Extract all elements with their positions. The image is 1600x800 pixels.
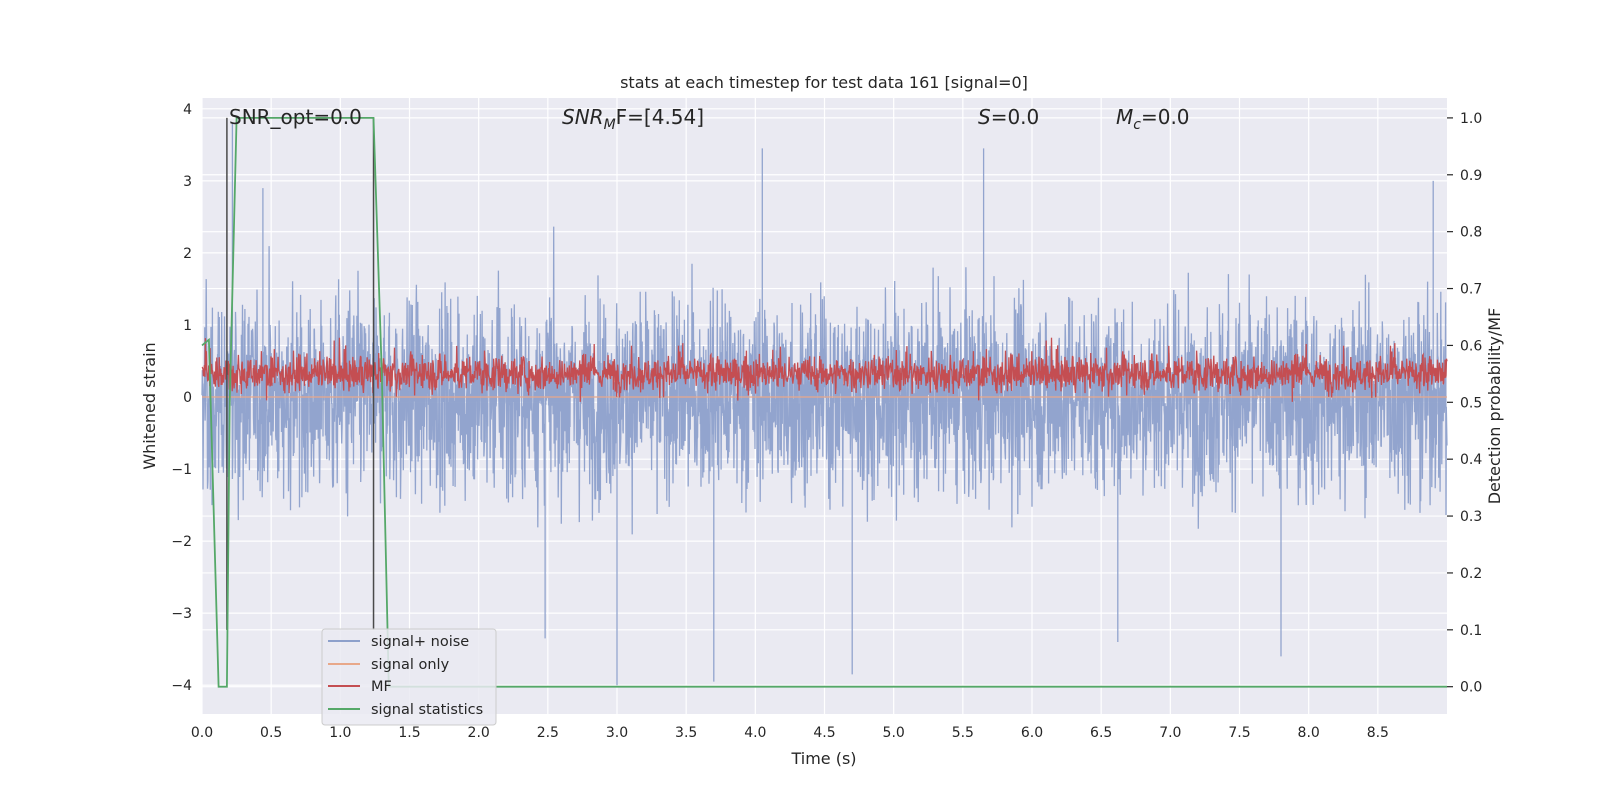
legend-label-mf: MF (371, 679, 392, 695)
mc-rest: =0.0 (1141, 105, 1190, 129)
x-axis-ticks: 0.0 0.5 1.0 1.5 2.0 2.5 3.0 3.5 4.0 4.5 5.0 5.5 6.0 6… (191, 725, 1389, 741)
y-right-tick-label: 0.4 (1460, 452, 1482, 468)
mc-annotation: Mc=0.0 (1116, 105, 1190, 133)
y-right-axis-label: Detection probability/MF (1485, 308, 1504, 505)
x-tick-label: 3.5 (675, 725, 697, 741)
y-right-tick-label: 0.3 (1460, 509, 1482, 525)
x-tick-label: 8.0 (1298, 725, 1320, 741)
mc-sub: c (1133, 117, 1141, 133)
x-tick-label: 8.5 (1367, 725, 1389, 741)
x-tick-label: 2.0 (468, 725, 490, 741)
snr-mf-main: SNR (562, 105, 604, 129)
legend-entry-mf: MF (328, 679, 392, 695)
y-tick-label: −3 (171, 606, 192, 622)
y-tick-label: 1 (183, 318, 192, 334)
y-right-tick-label: 0.2 (1460, 566, 1482, 582)
snr-mf-annotation: SNRMF=[4.54] (562, 105, 704, 133)
x-tick-label: 1.0 (329, 725, 351, 741)
x-tick-label: 7.5 (1228, 725, 1250, 741)
y-right-tick-label: 0.9 (1460, 168, 1482, 184)
x-tick-label: 0.0 (191, 725, 213, 741)
signal-statistics-series (201, 117, 1447, 688)
x-tick-label: 5.0 (883, 725, 905, 741)
legend-label-signal-statistics: signal statistics (371, 702, 483, 718)
y-right-tick-label: 0.5 (1460, 395, 1482, 411)
y-tick-label: −4 (171, 678, 192, 694)
x-tick-label: 1.5 (398, 725, 420, 741)
signal-statistics-line (201, 117, 1447, 688)
y-right-tick-label: 1.0 (1460, 111, 1482, 127)
x-axis-label: Time (s) (790, 749, 856, 768)
x-tick-label: 6.5 (1090, 725, 1112, 741)
mf-line (201, 337, 1448, 402)
mc-main: M (1116, 105, 1133, 129)
y-tick-label: −1 (171, 462, 192, 478)
x-tick-label: 4.0 (744, 725, 766, 741)
y-axis-label: Whitened strain (140, 342, 159, 469)
legend-box (321, 628, 497, 726)
y-right-tick-label: 0.1 (1460, 623, 1482, 639)
x-tick-label: 7.0 (1159, 725, 1181, 741)
s-main: S (978, 105, 991, 129)
snr-opt-annotation: SNR_opt=0.0 (229, 105, 362, 129)
legend-entry-noise: signal+ noise (328, 634, 469, 650)
y-tick-label: 4 (183, 102, 192, 118)
y-tick-label: −2 (171, 534, 192, 550)
s-rest: =0.0 (991, 105, 1040, 129)
legend-label-noise: signal+ noise (371, 634, 469, 650)
y-right-tick-label: 0.7 (1460, 282, 1482, 298)
vertical-markers (226, 117, 375, 630)
y-axis-ticks: 4 3 2 1 0 −1 −2 −3 −4 (171, 102, 192, 694)
x-tick-label: 2.5 (537, 725, 559, 741)
legend: signal+ noise signal only MF signal stat… (321, 628, 497, 726)
x-tick-label: 4.5 (813, 725, 835, 741)
y-right-axis-ticks: 1.0 0.9 0.8 0.7 0.6 0.5 0.4 0.3 0.2 0.1 0.0 (1447, 111, 1482, 696)
y-right-tick-label: 0.0 (1460, 680, 1482, 696)
legend-entry-signal-only: signal only (328, 657, 450, 673)
y-tick-label: 2 (183, 246, 192, 262)
legend-entry-signal-statistics: signal statistics (328, 702, 483, 718)
mf-series (201, 337, 1448, 402)
y-right-tick-label: 0.8 (1460, 225, 1482, 241)
y-tick-label: 3 (183, 174, 192, 190)
x-tick-label: 0.5 (260, 725, 282, 741)
y-right-tick-label: 0.6 (1460, 338, 1482, 354)
x-tick-label: 3.0 (606, 725, 628, 741)
x-tick-label: 5.5 (952, 725, 974, 741)
y-tick-label: 0 (183, 390, 192, 406)
x-tick-label: 6.0 (1021, 725, 1043, 741)
snr-mf-rest: F=[4.54] (616, 105, 704, 129)
s-annotation: S=0.0 (978, 105, 1039, 129)
legend-label-signal-only: signal only (371, 657, 450, 673)
chart-title: stats at each timestep for test data 161… (620, 73, 1028, 92)
snr-mf-sub: M (604, 117, 616, 133)
